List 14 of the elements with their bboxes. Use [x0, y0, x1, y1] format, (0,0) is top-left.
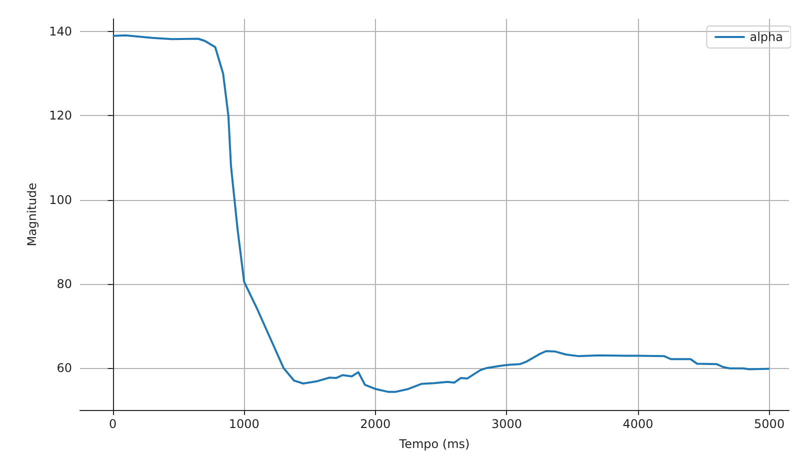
- x-tick-label: 1000: [228, 417, 260, 431]
- x-tick-label: 5000: [754, 417, 785, 431]
- y-tick-label: 80: [56, 276, 72, 291]
- y-tick-label: 100: [49, 192, 72, 207]
- y-tick-label: 140: [49, 24, 72, 39]
- y-tick-label: 120: [49, 108, 72, 123]
- x-axis-title: Tempo (ms): [398, 437, 470, 451]
- x-tick-label: 3000: [491, 417, 522, 431]
- x-tick-label: 2000: [360, 417, 391, 431]
- x-tick-label: 0: [109, 417, 117, 431]
- x-tick-label: 4000: [622, 417, 654, 431]
- y-tick-label: 60: [56, 360, 72, 375]
- y-axis-title: Magnitude: [25, 182, 39, 246]
- legend-label: alpha: [750, 30, 783, 44]
